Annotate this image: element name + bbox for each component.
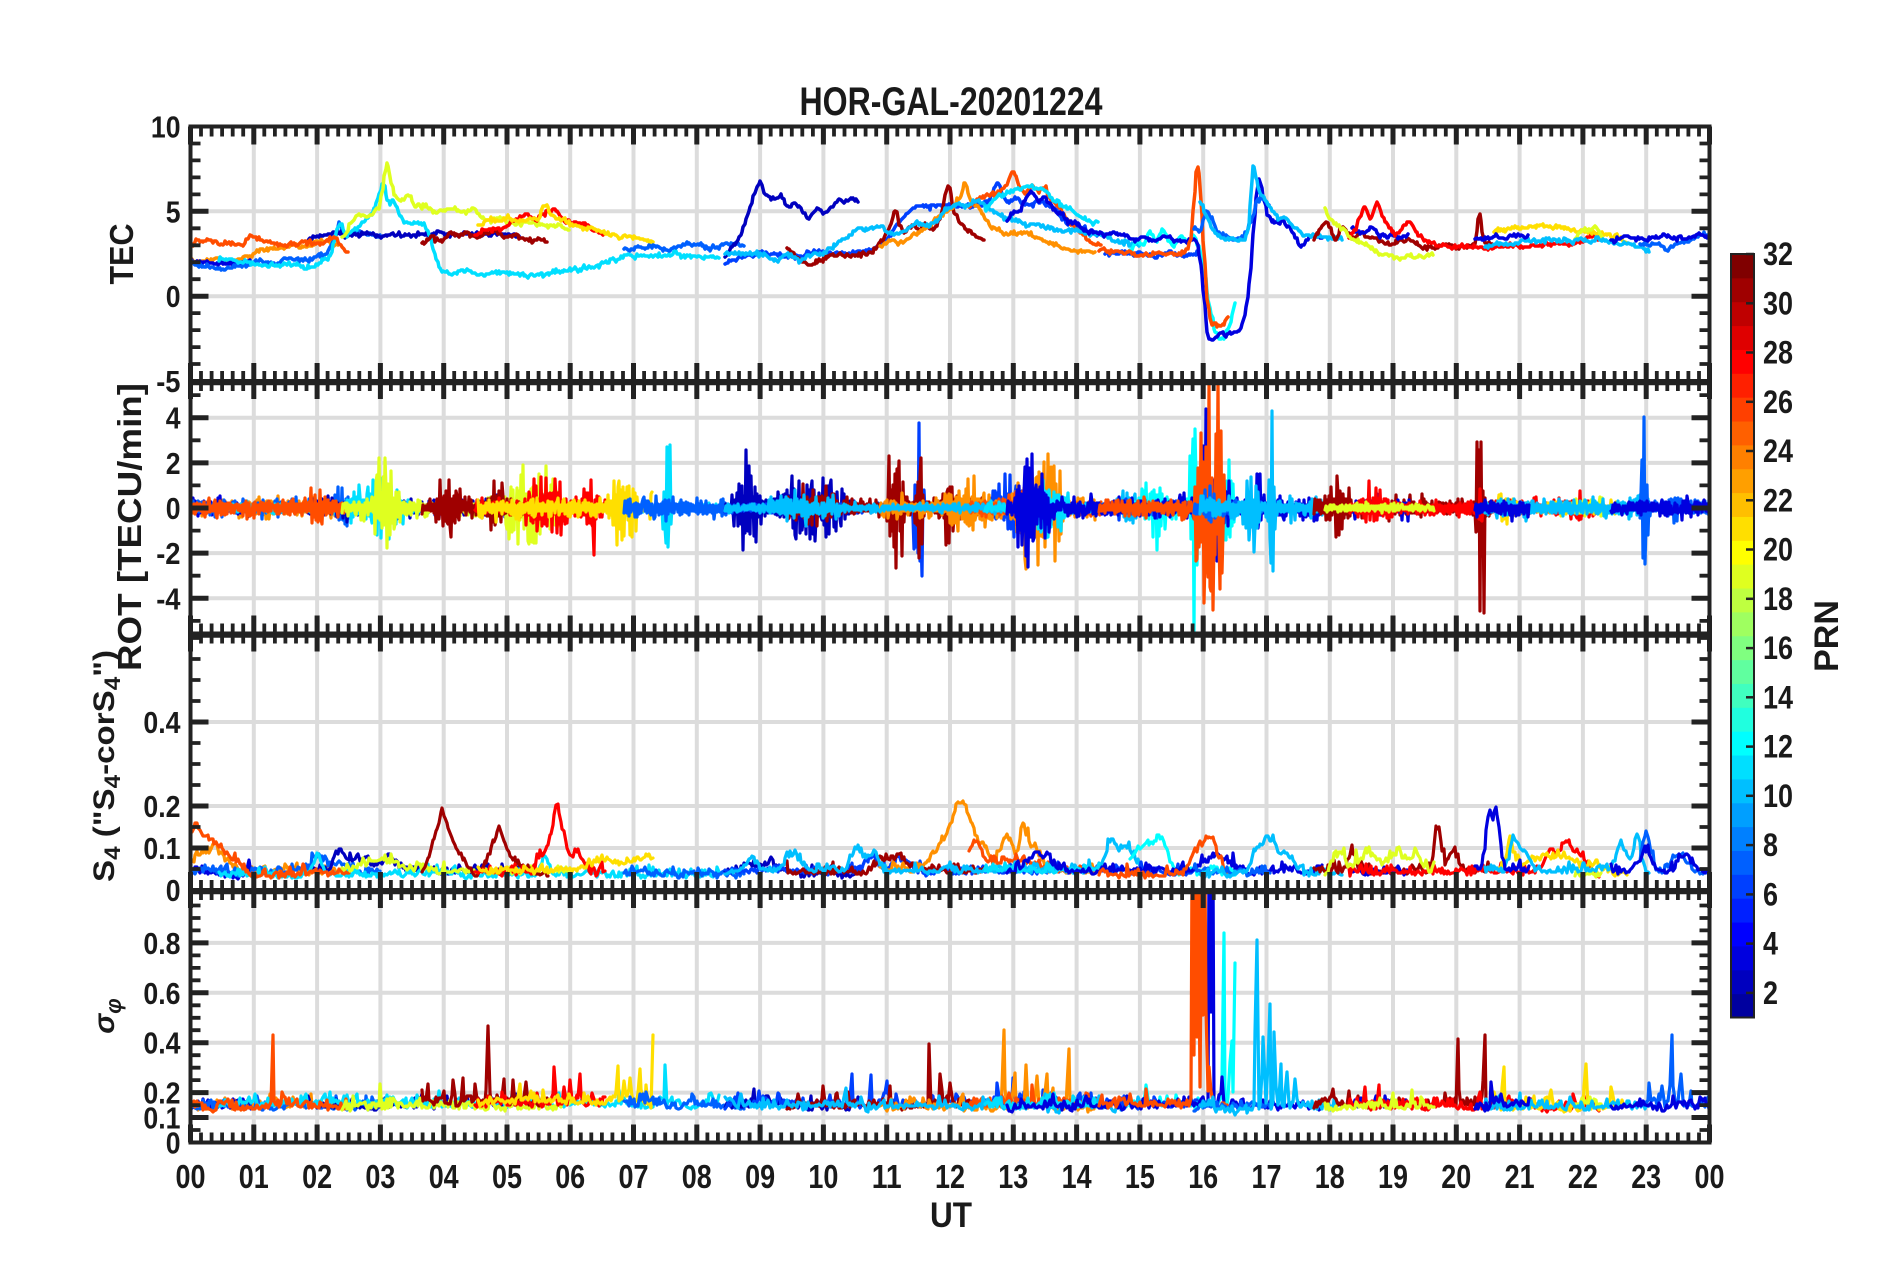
- svg-text:18: 18: [1315, 1158, 1345, 1195]
- svg-text:03: 03: [365, 1158, 395, 1195]
- svg-text:10: 10: [151, 110, 181, 145]
- svg-text:12: 12: [1763, 729, 1793, 765]
- svg-text:10: 10: [808, 1158, 838, 1195]
- svg-text:00: 00: [1695, 1158, 1725, 1195]
- svg-text:07: 07: [619, 1158, 649, 1195]
- svg-text:18: 18: [1763, 581, 1793, 617]
- svg-text:14: 14: [1763, 679, 1793, 715]
- svg-text:HOR-GAL-20201224: HOR-GAL-20201224: [800, 80, 1104, 124]
- svg-text:PRN: PRN: [1808, 600, 1846, 672]
- svg-text:UT: UT: [930, 1196, 972, 1235]
- svg-text:4: 4: [1763, 926, 1778, 962]
- svg-text:17: 17: [1252, 1158, 1282, 1195]
- svg-text:8: 8: [1763, 827, 1778, 863]
- svg-text:02: 02: [302, 1158, 332, 1195]
- svg-text:0.2: 0.2: [143, 789, 180, 824]
- svg-text:-5: -5: [156, 364, 180, 399]
- svg-text:08: 08: [682, 1158, 712, 1195]
- svg-text:01: 01: [239, 1158, 269, 1195]
- svg-text:09: 09: [745, 1158, 775, 1195]
- svg-text:4: 4: [166, 401, 181, 436]
- svg-text:0.4: 0.4: [143, 705, 181, 740]
- svg-text:19: 19: [1378, 1158, 1408, 1195]
- svg-text:22: 22: [1763, 482, 1793, 518]
- svg-text:σφ: σφ: [88, 998, 126, 1033]
- svg-text:21: 21: [1505, 1158, 1535, 1195]
- svg-text:11: 11: [872, 1158, 902, 1195]
- svg-text:0: 0: [166, 279, 181, 314]
- svg-text:30: 30: [1763, 285, 1793, 321]
- svg-text:04: 04: [429, 1158, 460, 1195]
- svg-text:32: 32: [1763, 236, 1793, 272]
- svg-text:12: 12: [935, 1158, 965, 1195]
- svg-text:20: 20: [1763, 532, 1793, 568]
- svg-text:0.1: 0.1: [143, 1101, 180, 1136]
- svg-text:2: 2: [166, 446, 181, 481]
- svg-text:0: 0: [166, 873, 181, 908]
- svg-text:ROT [TECU/min]: ROT [TECU/min]: [111, 383, 148, 671]
- svg-text:24: 24: [1763, 433, 1793, 469]
- svg-text:13: 13: [998, 1158, 1028, 1195]
- svg-text:06: 06: [555, 1158, 585, 1195]
- svg-text:5: 5: [166, 194, 181, 229]
- svg-text:S4 ("S4-corS4"): S4 ("S4-corS4"): [88, 650, 125, 882]
- svg-text:-2: -2: [156, 536, 180, 571]
- svg-text:05: 05: [492, 1158, 522, 1195]
- svg-text:15: 15: [1125, 1158, 1155, 1195]
- svg-text:-4: -4: [156, 581, 181, 616]
- svg-text:TEC: TEC: [103, 224, 140, 285]
- svg-text:0: 0: [166, 491, 181, 526]
- svg-text:6: 6: [1763, 876, 1778, 912]
- svg-text:20: 20: [1441, 1158, 1471, 1195]
- svg-text:28: 28: [1763, 335, 1793, 371]
- svg-text:23: 23: [1631, 1158, 1661, 1195]
- svg-text:16: 16: [1188, 1158, 1218, 1195]
- svg-text:14: 14: [1062, 1158, 1093, 1195]
- svg-text:0: 0: [166, 1126, 181, 1161]
- svg-text:0.8: 0.8: [143, 926, 180, 961]
- svg-text:26: 26: [1763, 384, 1793, 420]
- svg-text:2: 2: [1763, 975, 1778, 1011]
- svg-text:22: 22: [1568, 1158, 1598, 1195]
- svg-text:00: 00: [176, 1158, 206, 1195]
- svg-text:0.4: 0.4: [143, 1026, 181, 1061]
- svg-text:16: 16: [1763, 630, 1793, 666]
- svg-text:0.6: 0.6: [143, 976, 180, 1011]
- svg-text:0.1: 0.1: [143, 831, 180, 866]
- svg-text:10: 10: [1763, 778, 1793, 814]
- svg-text:0.2: 0.2: [143, 1076, 180, 1111]
